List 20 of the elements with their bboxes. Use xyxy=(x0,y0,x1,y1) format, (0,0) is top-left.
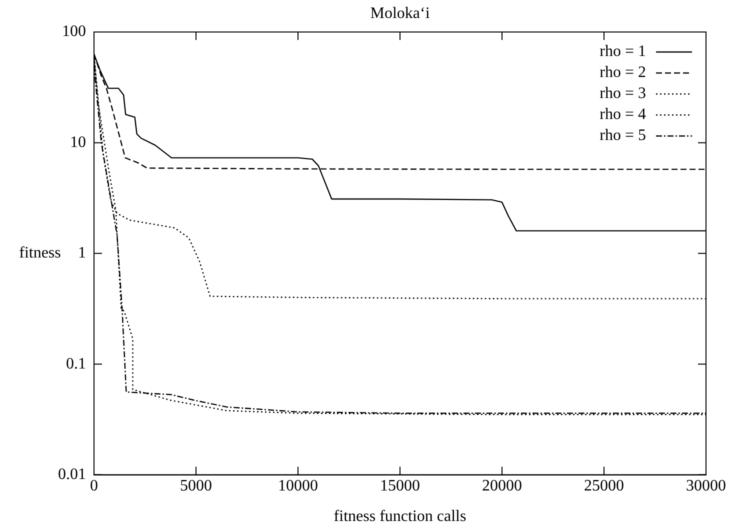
x-tick-label: 0 xyxy=(90,478,98,495)
chart-title: Moloka‘i xyxy=(370,5,430,22)
x-tick-label: 5000 xyxy=(180,478,212,495)
y-tick-label: 10 xyxy=(70,134,86,151)
x-tick-label: 25000 xyxy=(584,478,624,495)
x-tick-label: 10000 xyxy=(278,478,318,495)
x-tick-label: 20000 xyxy=(482,478,522,495)
legend-label: rho = 4 xyxy=(600,106,646,124)
x-tick-label: 30000 xyxy=(686,478,726,495)
y-tick-label: 0.1 xyxy=(66,355,86,372)
y-tick-label: 1 xyxy=(78,244,86,262)
y-axis-title: fitness xyxy=(19,244,61,262)
legend-label: rho = 5 xyxy=(600,127,646,144)
y-tick-label: 0.01 xyxy=(58,466,86,484)
legend-label: rho = 3 xyxy=(600,85,646,102)
x-tick-label: 15000 xyxy=(380,478,420,495)
legend-label: rho = 2 xyxy=(600,64,646,82)
x-axis-title: fitness function calls xyxy=(334,508,466,526)
y-tick-label: 100 xyxy=(62,23,86,40)
legend-label: rho = 1 xyxy=(600,43,646,60)
